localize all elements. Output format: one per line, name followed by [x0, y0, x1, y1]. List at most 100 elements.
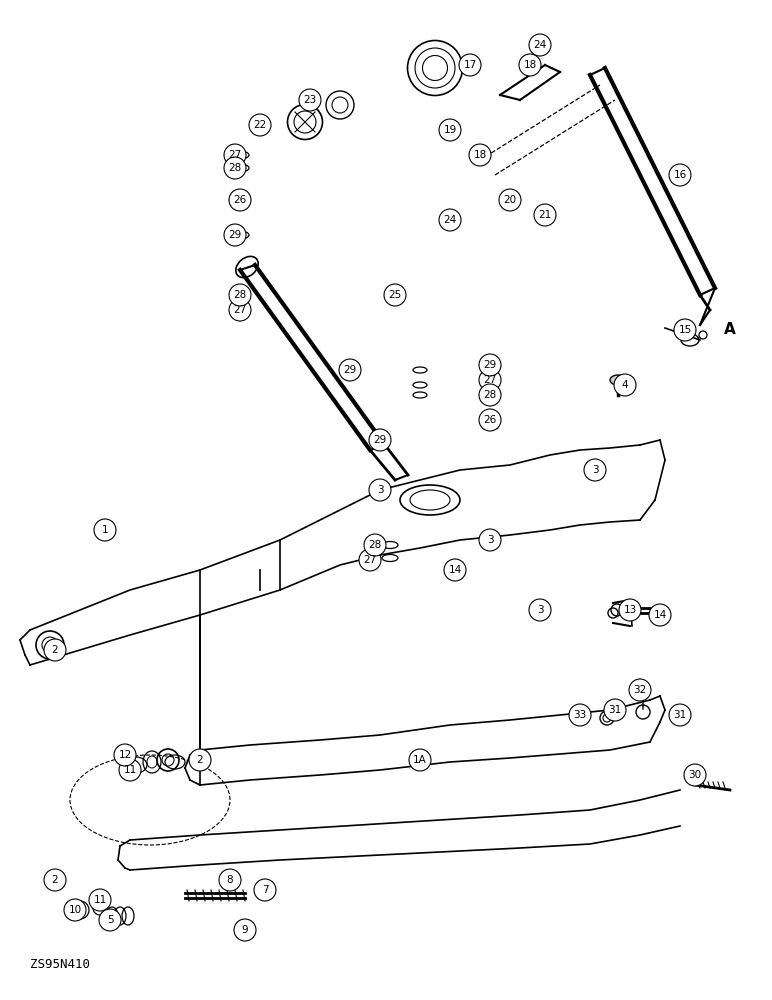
Text: 3: 3 — [486, 535, 493, 545]
Text: 27: 27 — [233, 305, 246, 315]
Text: 29: 29 — [374, 435, 387, 445]
Circle shape — [439, 119, 461, 141]
Text: ZS95N410: ZS95N410 — [30, 958, 90, 972]
Text: 7: 7 — [262, 885, 269, 895]
Circle shape — [339, 359, 361, 381]
Circle shape — [99, 909, 121, 931]
Text: 15: 15 — [679, 325, 692, 335]
Text: 18: 18 — [473, 150, 486, 160]
Circle shape — [219, 869, 241, 891]
Text: 27: 27 — [483, 375, 496, 385]
Text: 5: 5 — [107, 915, 113, 925]
Text: 26: 26 — [233, 195, 246, 205]
Text: 1: 1 — [102, 525, 108, 535]
Text: 4: 4 — [621, 380, 628, 390]
Text: 29: 29 — [483, 360, 496, 370]
Text: 12: 12 — [118, 750, 131, 760]
Text: 3: 3 — [537, 605, 543, 615]
Text: 27: 27 — [229, 150, 242, 160]
Text: 14: 14 — [653, 610, 667, 620]
Circle shape — [534, 204, 556, 226]
Circle shape — [479, 529, 501, 551]
Circle shape — [479, 384, 501, 406]
Text: 8: 8 — [227, 875, 233, 885]
Text: 32: 32 — [633, 685, 647, 695]
Text: 18: 18 — [523, 60, 537, 70]
Circle shape — [119, 759, 141, 781]
Text: 29: 29 — [229, 230, 242, 240]
Text: 16: 16 — [673, 170, 686, 180]
Circle shape — [299, 89, 321, 111]
Circle shape — [229, 299, 251, 321]
Circle shape — [629, 679, 651, 701]
Circle shape — [444, 559, 466, 581]
Text: 25: 25 — [388, 290, 401, 300]
Text: 31: 31 — [673, 710, 686, 720]
Text: 10: 10 — [69, 905, 82, 915]
Text: 21: 21 — [538, 210, 552, 220]
Circle shape — [44, 639, 66, 661]
Circle shape — [234, 919, 256, 941]
Text: 22: 22 — [253, 120, 266, 130]
Circle shape — [519, 54, 541, 76]
Text: 29: 29 — [344, 365, 357, 375]
Circle shape — [604, 699, 626, 721]
Circle shape — [669, 704, 691, 726]
Text: 28: 28 — [229, 163, 242, 173]
Circle shape — [364, 534, 386, 556]
Circle shape — [584, 459, 606, 481]
Circle shape — [674, 319, 696, 341]
Text: 30: 30 — [689, 770, 702, 780]
Circle shape — [384, 284, 406, 306]
Circle shape — [459, 54, 481, 76]
Text: 27: 27 — [364, 555, 377, 565]
Text: 19: 19 — [443, 125, 456, 135]
Text: 17: 17 — [463, 60, 476, 70]
Circle shape — [64, 899, 86, 921]
Text: 3: 3 — [377, 485, 384, 495]
Text: 24: 24 — [443, 215, 456, 225]
Text: 24: 24 — [533, 40, 547, 50]
Circle shape — [224, 157, 246, 179]
Circle shape — [569, 704, 591, 726]
Circle shape — [469, 144, 491, 166]
Circle shape — [614, 374, 636, 396]
Circle shape — [529, 34, 551, 56]
Circle shape — [44, 869, 66, 891]
Text: 28: 28 — [368, 540, 381, 550]
Text: 23: 23 — [303, 95, 317, 105]
Circle shape — [439, 209, 461, 231]
Text: 2: 2 — [52, 875, 59, 885]
Text: 13: 13 — [623, 605, 637, 615]
Circle shape — [94, 519, 116, 541]
Circle shape — [254, 879, 276, 901]
Circle shape — [409, 749, 431, 771]
Circle shape — [229, 189, 251, 211]
Ellipse shape — [610, 375, 626, 385]
Text: 2: 2 — [52, 645, 59, 655]
Text: 33: 33 — [574, 710, 587, 720]
Circle shape — [189, 749, 211, 771]
Circle shape — [224, 144, 246, 166]
Text: 1A: 1A — [413, 755, 427, 765]
Text: 14: 14 — [449, 565, 462, 575]
Circle shape — [229, 284, 251, 306]
Text: 11: 11 — [124, 765, 137, 775]
Circle shape — [224, 224, 246, 246]
Text: 31: 31 — [608, 705, 621, 715]
Text: 2: 2 — [197, 755, 203, 765]
Circle shape — [479, 369, 501, 391]
Text: 9: 9 — [242, 925, 249, 935]
Circle shape — [619, 599, 641, 621]
Circle shape — [479, 354, 501, 376]
Circle shape — [669, 164, 691, 186]
Text: 28: 28 — [233, 290, 246, 300]
Text: 3: 3 — [591, 465, 598, 475]
Circle shape — [529, 599, 551, 621]
Circle shape — [369, 479, 391, 501]
Circle shape — [249, 114, 271, 136]
Circle shape — [359, 549, 381, 571]
Circle shape — [89, 889, 111, 911]
Circle shape — [499, 189, 521, 211]
Circle shape — [479, 409, 501, 431]
